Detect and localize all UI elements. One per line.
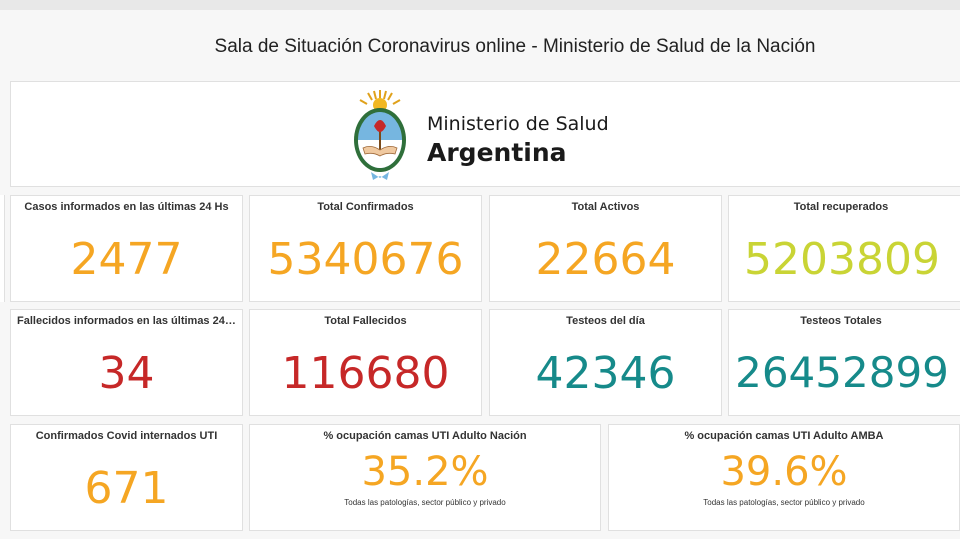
card-testeos-dia: Testeos del día 42346	[489, 309, 722, 416]
card-label: Total recuperados	[793, 201, 889, 213]
card-value: 34	[98, 348, 155, 399]
card-value: 671	[84, 463, 169, 514]
top-strip	[0, 0, 960, 10]
card-value: 35.2%	[361, 449, 489, 495]
card-label: % ocupación camas UTI Adulto Nación	[323, 430, 527, 442]
card-value: 39.6%	[720, 449, 848, 495]
card-value: 5340676	[267, 234, 464, 285]
card-ocupacion-amba: % ocupación camas UTI Adulto AMBA 39.6% …	[608, 424, 960, 531]
card-total-recuperados: Total recuperados 5203809	[728, 195, 960, 302]
card-label: Casos informados en las últimas 24 Hs	[24, 201, 229, 213]
card-total-confirmados: Total Confirmados 5340676	[249, 195, 482, 302]
card-value: 116680	[281, 348, 450, 399]
card-ocupacion-nacion: % ocupación camas UTI Adulto Nación 35.2…	[249, 424, 601, 531]
card-note: Todas las patologías, sector público y p…	[344, 498, 506, 507]
card-total-activos: Total Activos 22664	[489, 195, 722, 302]
card-internados-uti: Confirmados Covid internados UTI 671	[10, 424, 243, 531]
logo-argentina-text: Argentina	[427, 138, 567, 167]
card-value: 22664	[535, 234, 676, 285]
page-title: Sala de Situación Coronavirus online - M…	[214, 36, 816, 57]
card-label: Confirmados Covid internados UTI	[35, 430, 218, 442]
card-value: 2477	[70, 234, 183, 285]
card-label: Testeos Totales	[800, 315, 882, 327]
card-label: Testeos del día	[566, 315, 645, 327]
coat-of-arms-icon	[354, 90, 406, 180]
card-label: Total Fallecidos	[324, 315, 407, 327]
card-value: 5203809	[744, 234, 940, 285]
card-label: Total Confirmados	[317, 201, 414, 213]
logo-panel: Ministerio de Salud Argentina	[10, 81, 960, 187]
card-casos-24hs: Casos informados en las últimas 24 Hs 24…	[10, 195, 243, 302]
card-value: 26452899	[735, 348, 949, 397]
card-label: Fallecidos informados en las últimas 24 …	[17, 315, 242, 327]
card-label: % ocupación camas UTI Adulto AMBA	[684, 430, 884, 442]
left-edge-strip	[0, 195, 5, 302]
card-total-fallecidos: Total Fallecidos 116680	[249, 309, 482, 416]
card-fallecidos-24hs: Fallecidos informados en las últimas 24 …	[10, 309, 243, 416]
card-label: Total Activos	[571, 201, 640, 213]
card-testeos-totales: Testeos Totales 26452899	[728, 309, 960, 416]
logo-ministerio-text: Ministerio de Salud	[427, 113, 609, 135]
card-note: Todas las patologías, sector público y p…	[703, 498, 865, 507]
card-value: 42346	[535, 348, 676, 399]
